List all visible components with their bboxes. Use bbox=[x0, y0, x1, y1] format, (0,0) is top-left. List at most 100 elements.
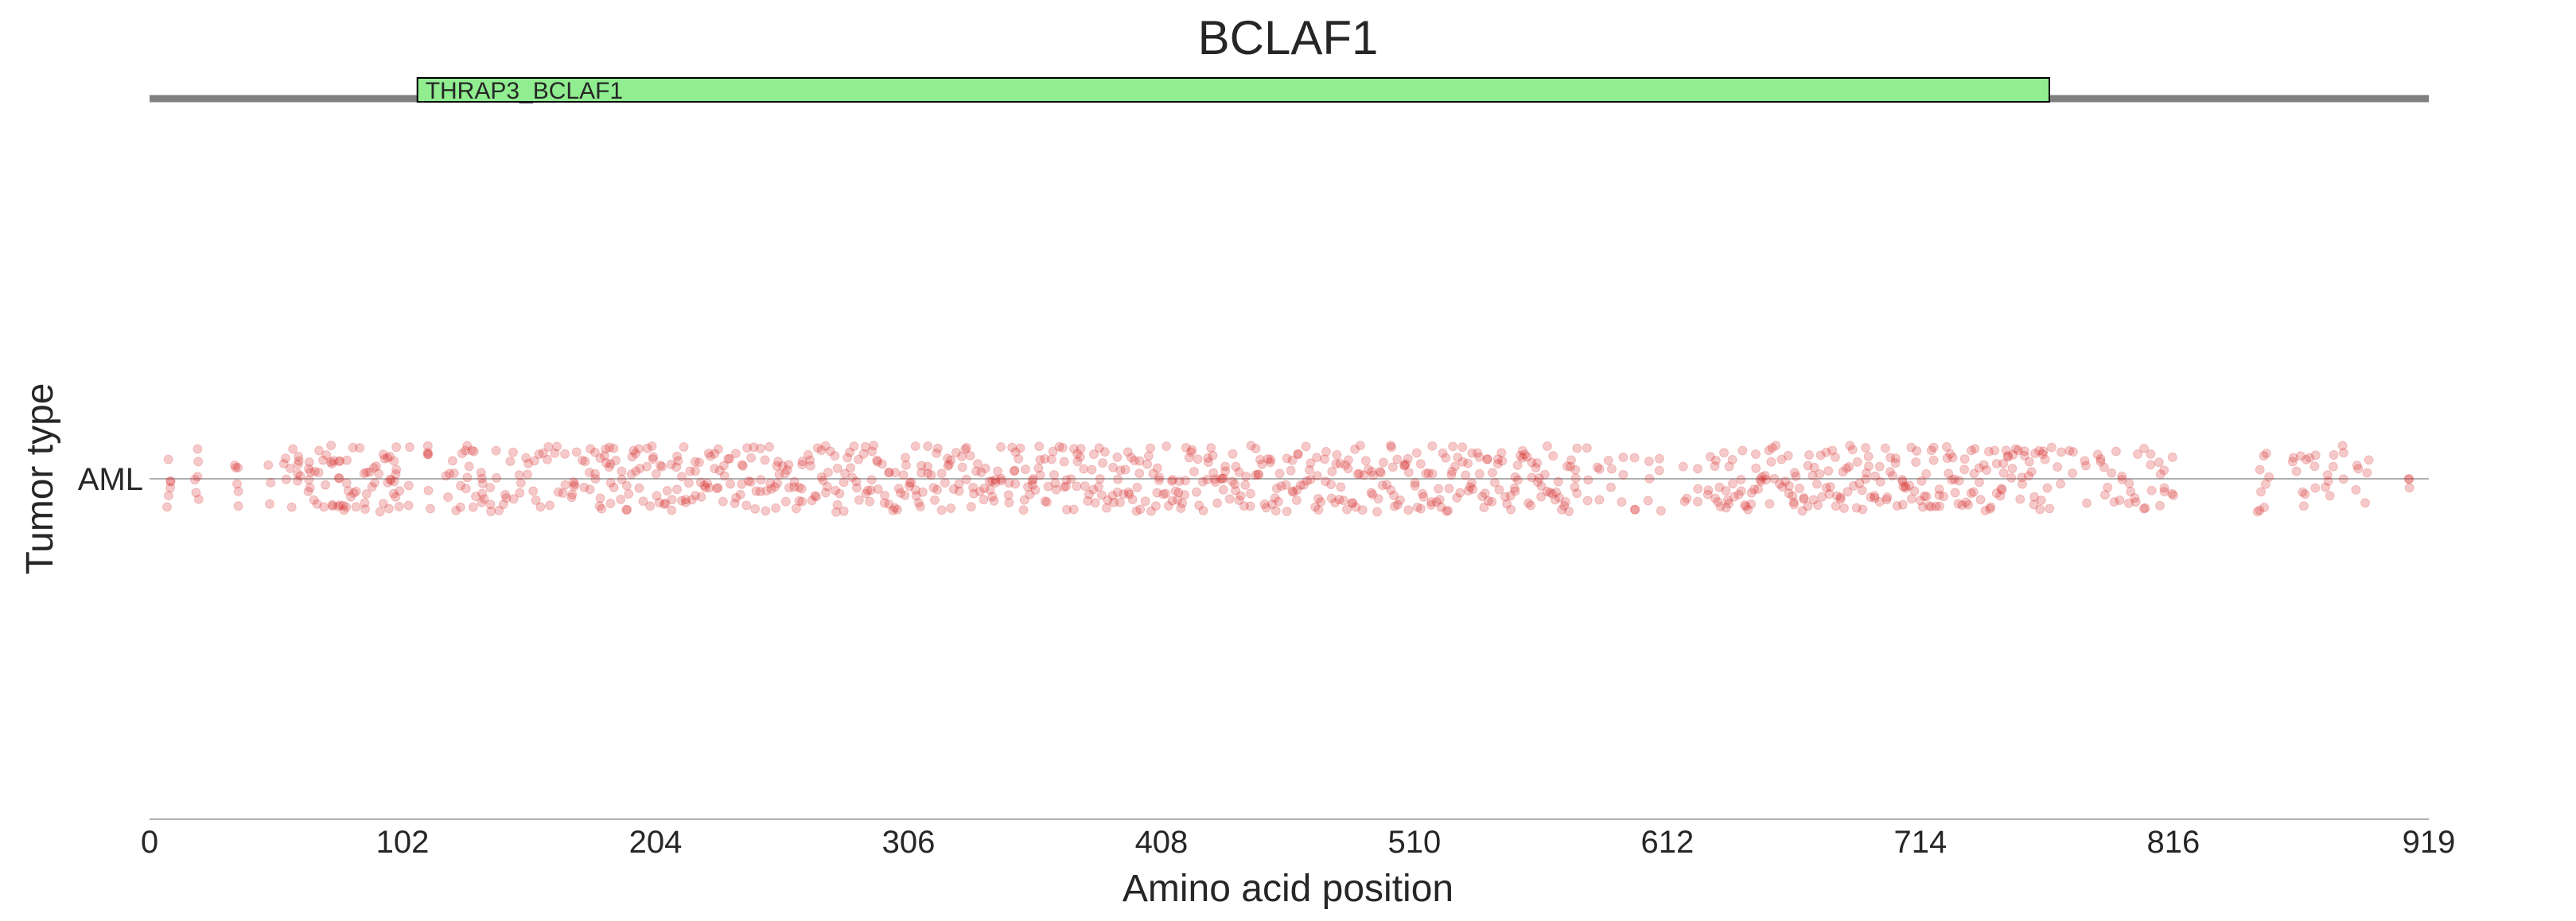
mutation-point bbox=[1254, 469, 1264, 480]
mutation-point bbox=[830, 451, 840, 461]
mutation-point bbox=[193, 457, 204, 467]
mutation-point bbox=[1115, 497, 1125, 507]
mutation-point bbox=[1644, 473, 1655, 484]
mutation-point bbox=[1010, 447, 1021, 457]
mutation-point bbox=[1517, 453, 1527, 463]
mutation-point bbox=[923, 441, 933, 452]
mutation-point bbox=[943, 453, 953, 464]
mutation-point bbox=[2133, 449, 2143, 459]
mutation-point bbox=[338, 500, 348, 511]
mutation-point bbox=[1928, 455, 1939, 465]
mutation-point bbox=[2301, 454, 2311, 464]
mutation-point bbox=[1842, 463, 1852, 473]
mutation-point bbox=[1401, 459, 1411, 469]
mutation-point bbox=[1035, 455, 1045, 465]
mutation-point bbox=[329, 456, 339, 466]
mutation-point bbox=[667, 505, 677, 515]
mutation-point bbox=[1545, 488, 1555, 498]
mutation-point bbox=[1321, 446, 1331, 457]
mutation-point bbox=[1761, 475, 1772, 485]
mutation-point bbox=[936, 505, 947, 515]
mutation-point bbox=[2068, 468, 2078, 478]
mutation-point bbox=[163, 491, 173, 501]
mutation-point bbox=[1912, 445, 1922, 456]
mutation-point bbox=[2045, 503, 2055, 514]
mutation-point bbox=[595, 493, 605, 503]
mutation-point bbox=[1743, 504, 1753, 515]
mutation-point bbox=[1570, 482, 1580, 492]
mutation-point bbox=[231, 463, 241, 473]
mutation-point bbox=[309, 466, 320, 476]
x-tick-label: 919 bbox=[2403, 825, 2456, 860]
mutation-point bbox=[1885, 453, 1896, 463]
mutation-point bbox=[2291, 466, 2302, 476]
mutation-point bbox=[1098, 458, 1108, 468]
mutation-point bbox=[1235, 491, 1246, 501]
mutation-point bbox=[1489, 477, 1500, 488]
mutation-point bbox=[655, 461, 665, 471]
mutation-point bbox=[1939, 492, 1949, 502]
mutation-point bbox=[1198, 505, 1208, 515]
mutation-point bbox=[1234, 495, 1244, 505]
mutation-point bbox=[1415, 459, 1426, 469]
mutation-point bbox=[1048, 446, 1058, 457]
mutation-point bbox=[797, 457, 807, 467]
mutation-point bbox=[1824, 489, 1835, 499]
mutation-point bbox=[1997, 484, 2007, 495]
mutation-point bbox=[2092, 449, 2103, 460]
mutation-point bbox=[1974, 463, 1984, 473]
mutation-point bbox=[391, 492, 401, 502]
mutation-point bbox=[725, 453, 735, 464]
mutation-point bbox=[378, 499, 388, 509]
mutation-point bbox=[1042, 497, 1053, 507]
mutation-point bbox=[631, 449, 641, 459]
mutation-point bbox=[385, 474, 395, 484]
mutation-point bbox=[719, 471, 730, 481]
mutation-point bbox=[1527, 472, 1537, 483]
mutation-point bbox=[1975, 477, 1985, 488]
mutation-point bbox=[1975, 495, 1986, 505]
mutation-point bbox=[1150, 501, 1161, 511]
mutation-point bbox=[2080, 456, 2090, 466]
mutation-point bbox=[230, 461, 240, 471]
mutation-point bbox=[774, 469, 784, 480]
mutation-point bbox=[2159, 465, 2169, 476]
plot-area: AML bbox=[78, 441, 2429, 517]
mutation-point bbox=[1018, 505, 1029, 515]
mutation-point bbox=[2034, 445, 2045, 456]
mutation-point bbox=[1447, 466, 1457, 476]
mutation-point bbox=[1059, 457, 1069, 467]
mutation-point bbox=[2040, 454, 2050, 464]
mutation-point bbox=[516, 478, 526, 488]
mutation-point bbox=[1803, 501, 1813, 511]
mutation-point bbox=[634, 444, 644, 454]
mutation-point bbox=[1271, 483, 1282, 493]
mutation-point bbox=[266, 477, 276, 488]
mutation-point bbox=[2095, 457, 2106, 467]
mutation-point bbox=[976, 468, 986, 478]
mutation-point bbox=[293, 459, 303, 469]
mutation-point bbox=[312, 499, 322, 509]
mutation-point bbox=[1467, 448, 1477, 458]
mutation-point bbox=[1444, 484, 1454, 494]
mutation-point bbox=[617, 466, 627, 476]
mutation-point bbox=[1693, 464, 1703, 474]
mutation-point bbox=[772, 461, 782, 471]
mutation-point bbox=[558, 488, 568, 499]
mutation-point bbox=[811, 492, 821, 502]
mutation-point bbox=[832, 463, 842, 473]
mutation-point bbox=[348, 488, 359, 498]
mutation-point bbox=[293, 476, 303, 486]
mutation-point bbox=[718, 496, 728, 507]
mutation-point bbox=[1348, 498, 1358, 508]
mutation-point bbox=[621, 505, 632, 515]
mutation-point bbox=[1059, 482, 1069, 492]
mutation-point bbox=[1582, 495, 1593, 506]
mutation-point bbox=[1224, 494, 1235, 504]
mutation-point bbox=[1255, 454, 1265, 464]
mutation-point bbox=[932, 448, 942, 458]
mutation-point bbox=[1057, 442, 1068, 453]
mutation-point bbox=[1327, 466, 1337, 476]
mutation-point bbox=[1101, 503, 1111, 513]
mutation-point bbox=[1021, 464, 1031, 475]
